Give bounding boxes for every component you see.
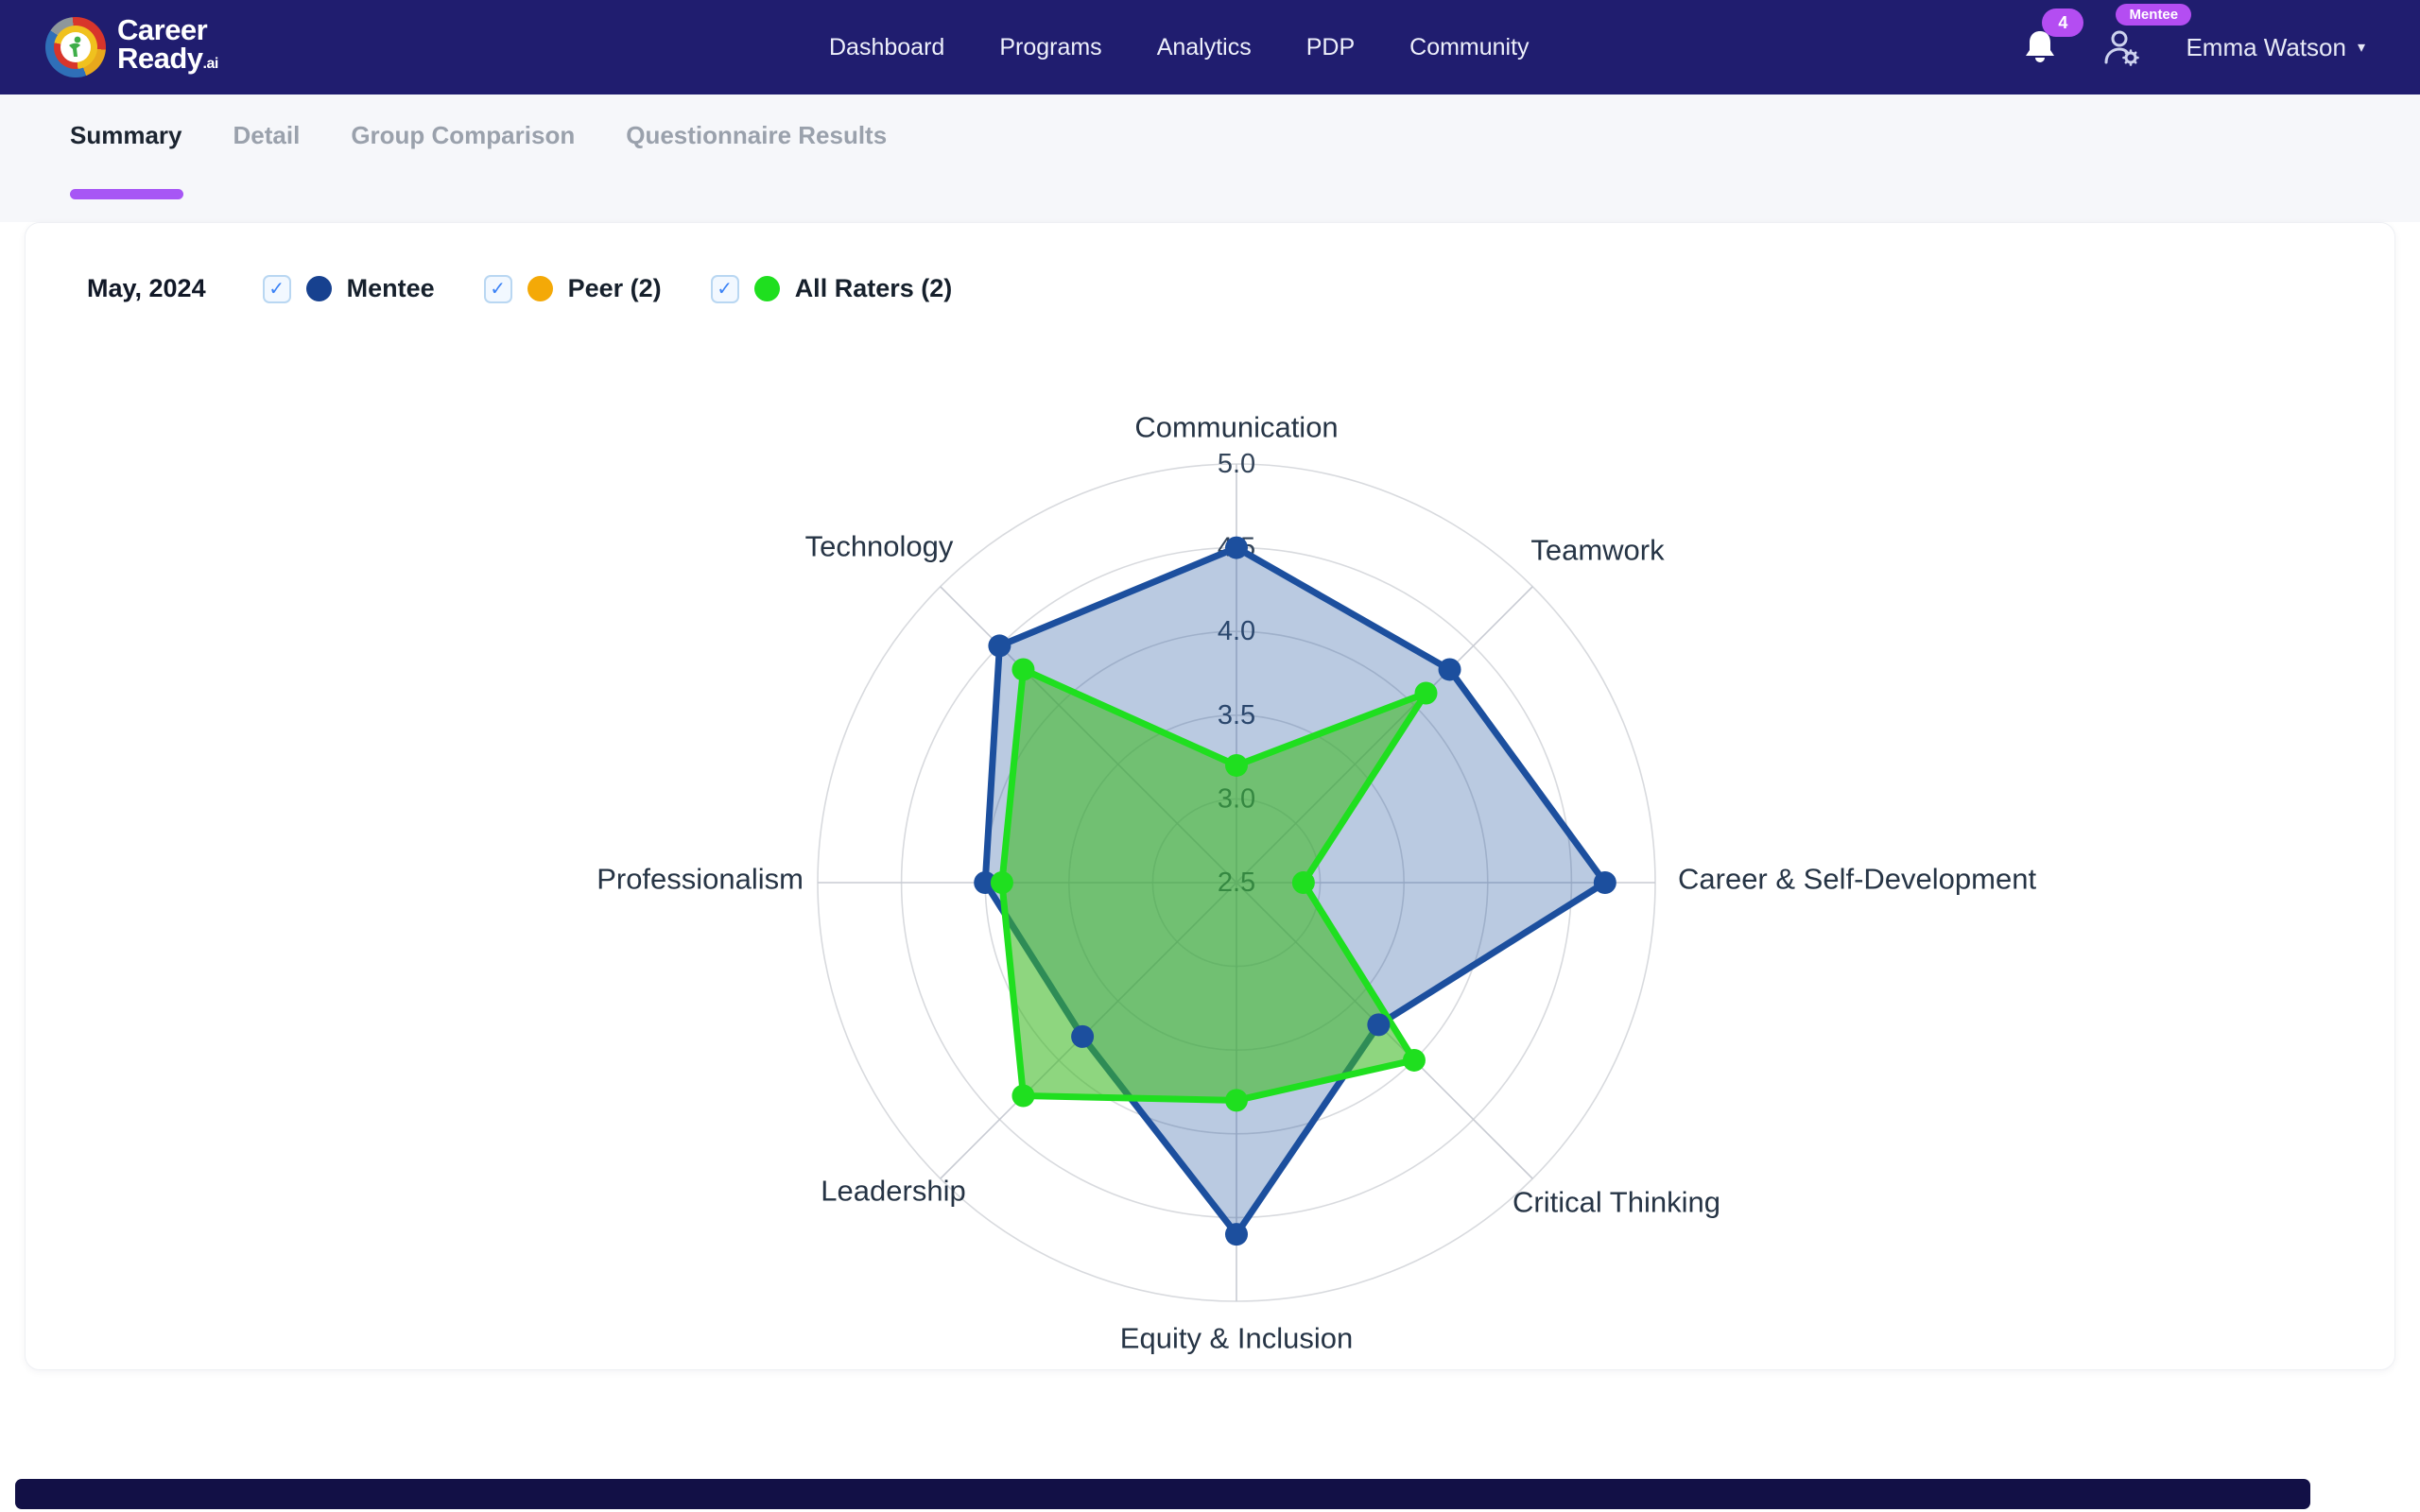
role-badge: Mentee — [2116, 4, 2192, 26]
radar-point — [1011, 1084, 1035, 1108]
tab-strip-background — [0, 94, 2420, 222]
navbar-right: 4 Mentee Emma Watson ▾ — [2023, 0, 2365, 94]
radar-category-label-critical-thinking: Critical Thinking — [1512, 1186, 1720, 1219]
series-label: All Raters (2) — [794, 274, 953, 302]
radar-point — [1225, 536, 1248, 559]
tab-summary[interactable]: Summary — [70, 121, 182, 149]
series-checkbox[interactable]: ✓ — [262, 274, 291, 303]
bottom-bar — [15, 1479, 2310, 1509]
active-tab-underline — [70, 189, 183, 199]
chevron-down-icon: ▾ — [2357, 40, 2365, 56]
brand-logo[interactable]: Career Ready.ai — [45, 0, 218, 94]
nav-item-programs[interactable]: Programs — [999, 33, 1102, 60]
radar-category-label-career-self-development: Career & Self-Development — [1678, 863, 2036, 896]
logo-person-icon — [69, 36, 81, 57]
main-nav: Dashboard Programs Analytics PDP Community — [829, 0, 1530, 94]
series-checkbox[interactable]: ✓ — [483, 274, 512, 303]
notifications-button[interactable]: 4 — [2023, 9, 2084, 67]
radar-category-label-equity-inclusion: Equity & Inclusion — [1120, 1322, 1353, 1355]
radar-point — [1225, 1089, 1248, 1112]
account-settings-button[interactable]: Mentee — [2100, 4, 2192, 68]
radar-point — [1593, 871, 1616, 894]
tab-bar: Summary Detail Group Comparison Questionnai… — [70, 121, 887, 150]
radar-point — [1225, 753, 1248, 777]
series-label: Mentee — [346, 274, 435, 302]
radar-point — [1402, 1048, 1426, 1072]
radar-tick-label: 5.0 — [1218, 449, 1255, 479]
user-gear-icon — [2104, 30, 2140, 66]
brand-logo-icon — [45, 17, 106, 77]
nav-item-dashboard[interactable]: Dashboard — [829, 33, 945, 60]
nav-item-pdp[interactable]: PDP — [1305, 33, 1356, 60]
radar-point — [1414, 681, 1438, 705]
legend-item-peer-2-: ✓ Peer (2) — [483, 274, 662, 303]
user-name: Emma Watson — [2186, 32, 2346, 61]
radar-category-label-leadership: Leadership — [821, 1175, 965, 1208]
radar-point — [1225, 1223, 1248, 1246]
radar-tick-label: 3.5 — [1218, 700, 1255, 730]
radar-point — [990, 871, 1013, 894]
radar-category-label-technology: Technology — [805, 530, 954, 563]
radar-category-label-teamwork: Teamwork — [1530, 534, 1665, 567]
tab-questionnaire-results[interactable]: Questionnaire Results — [626, 121, 888, 149]
period-label: May, 2024 — [87, 274, 206, 302]
radar-category-label-communication: Communication — [1134, 411, 1338, 444]
series-color-dot — [305, 276, 332, 301]
radar-point — [988, 634, 1011, 658]
nav-item-analytics[interactable]: Analytics — [1156, 33, 1252, 60]
brand-line2: Ready — [117, 42, 203, 75]
brand-name: Career Ready.ai — [117, 13, 219, 78]
radar-point — [1011, 658, 1035, 681]
radar-chart: 5.04.54.03.53.02.5CommunicationTeamworkC… — [596, 411, 2036, 1355]
brand-suffix: .ai — [202, 56, 219, 72]
radar-point — [1367, 1013, 1391, 1037]
series-label: Peer (2) — [567, 274, 662, 302]
radar-point — [1438, 658, 1461, 681]
radar-point — [1291, 871, 1315, 894]
bell-icon — [2026, 31, 2055, 62]
tab-detail[interactable]: Detail — [233, 121, 301, 149]
chart-legend: May, 2024 ✓ Mentee ✓ Peer (2) ✓ All Raters (2… — [87, 274, 952, 303]
series-color-dot — [527, 276, 553, 301]
radar-point — [974, 871, 997, 894]
series-checkbox[interactable]: ✓ — [710, 274, 739, 303]
notification-count-badge: 4 — [2042, 9, 2084, 37]
radar-point — [1071, 1024, 1095, 1048]
legend-item-mentee: ✓ Mentee — [262, 274, 435, 303]
tab-group-comparison[interactable]: Group Comparison — [351, 121, 576, 149]
legend-item-all-raters-2-: ✓ All Raters (2) — [710, 274, 953, 303]
radar-tick-label: 4.0 — [1218, 616, 1255, 646]
nav-item-community[interactable]: Community — [1409, 33, 1530, 60]
top-navbar: Career Ready.ai Dashboard Programs Analyti… — [0, 0, 2420, 94]
radar-category-label-professionalism: Professionalism — [596, 863, 804, 896]
series-color-dot — [753, 276, 780, 301]
user-menu[interactable]: Emma Watson ▾ — [2186, 33, 2365, 62]
brand-line1: Career — [117, 13, 208, 46]
